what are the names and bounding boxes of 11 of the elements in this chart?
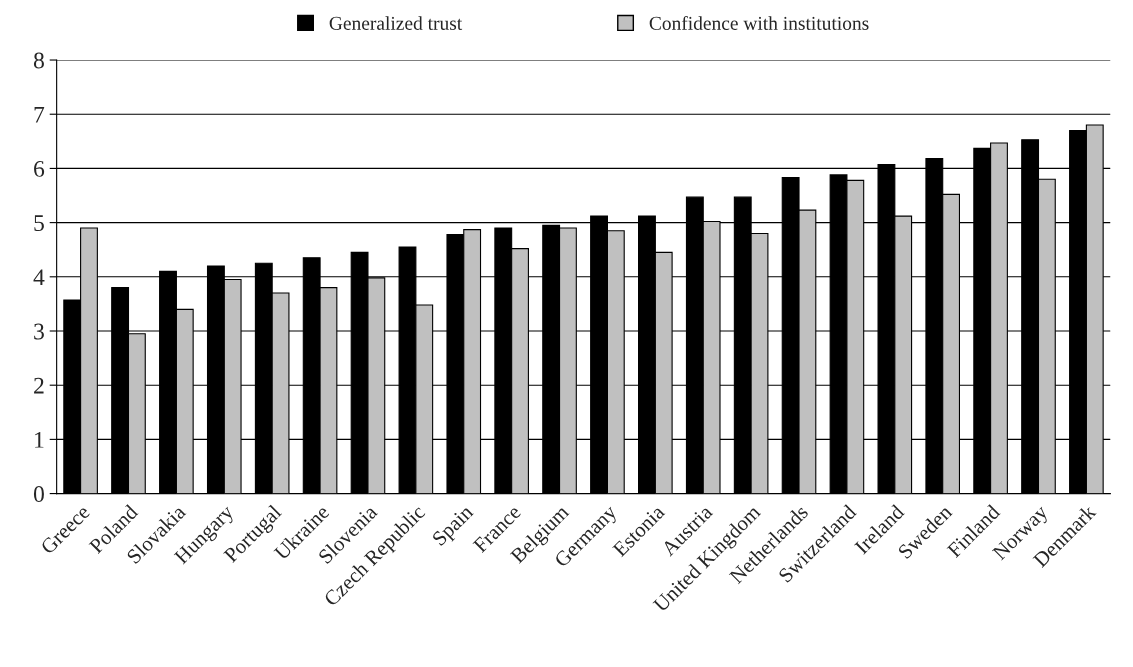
y-tick-label: 4 — [33, 269, 45, 285]
legend-label: Generalized trust — [329, 16, 463, 30]
y-tick-label: 2 — [34, 377, 44, 394]
y-tick-label: 5 — [34, 215, 44, 232]
y-tick-label: 8 — [33, 52, 44, 69]
y-tick-label: 6 — [34, 160, 45, 177]
y-tick-label: 1 — [35, 431, 44, 448]
legend-label: Confidence with institutions — [649, 16, 869, 30]
y-tick-label: 7 — [34, 106, 45, 123]
y-tick-label: 0 — [33, 486, 44, 502]
y-tick-label: 3 — [34, 323, 44, 340]
